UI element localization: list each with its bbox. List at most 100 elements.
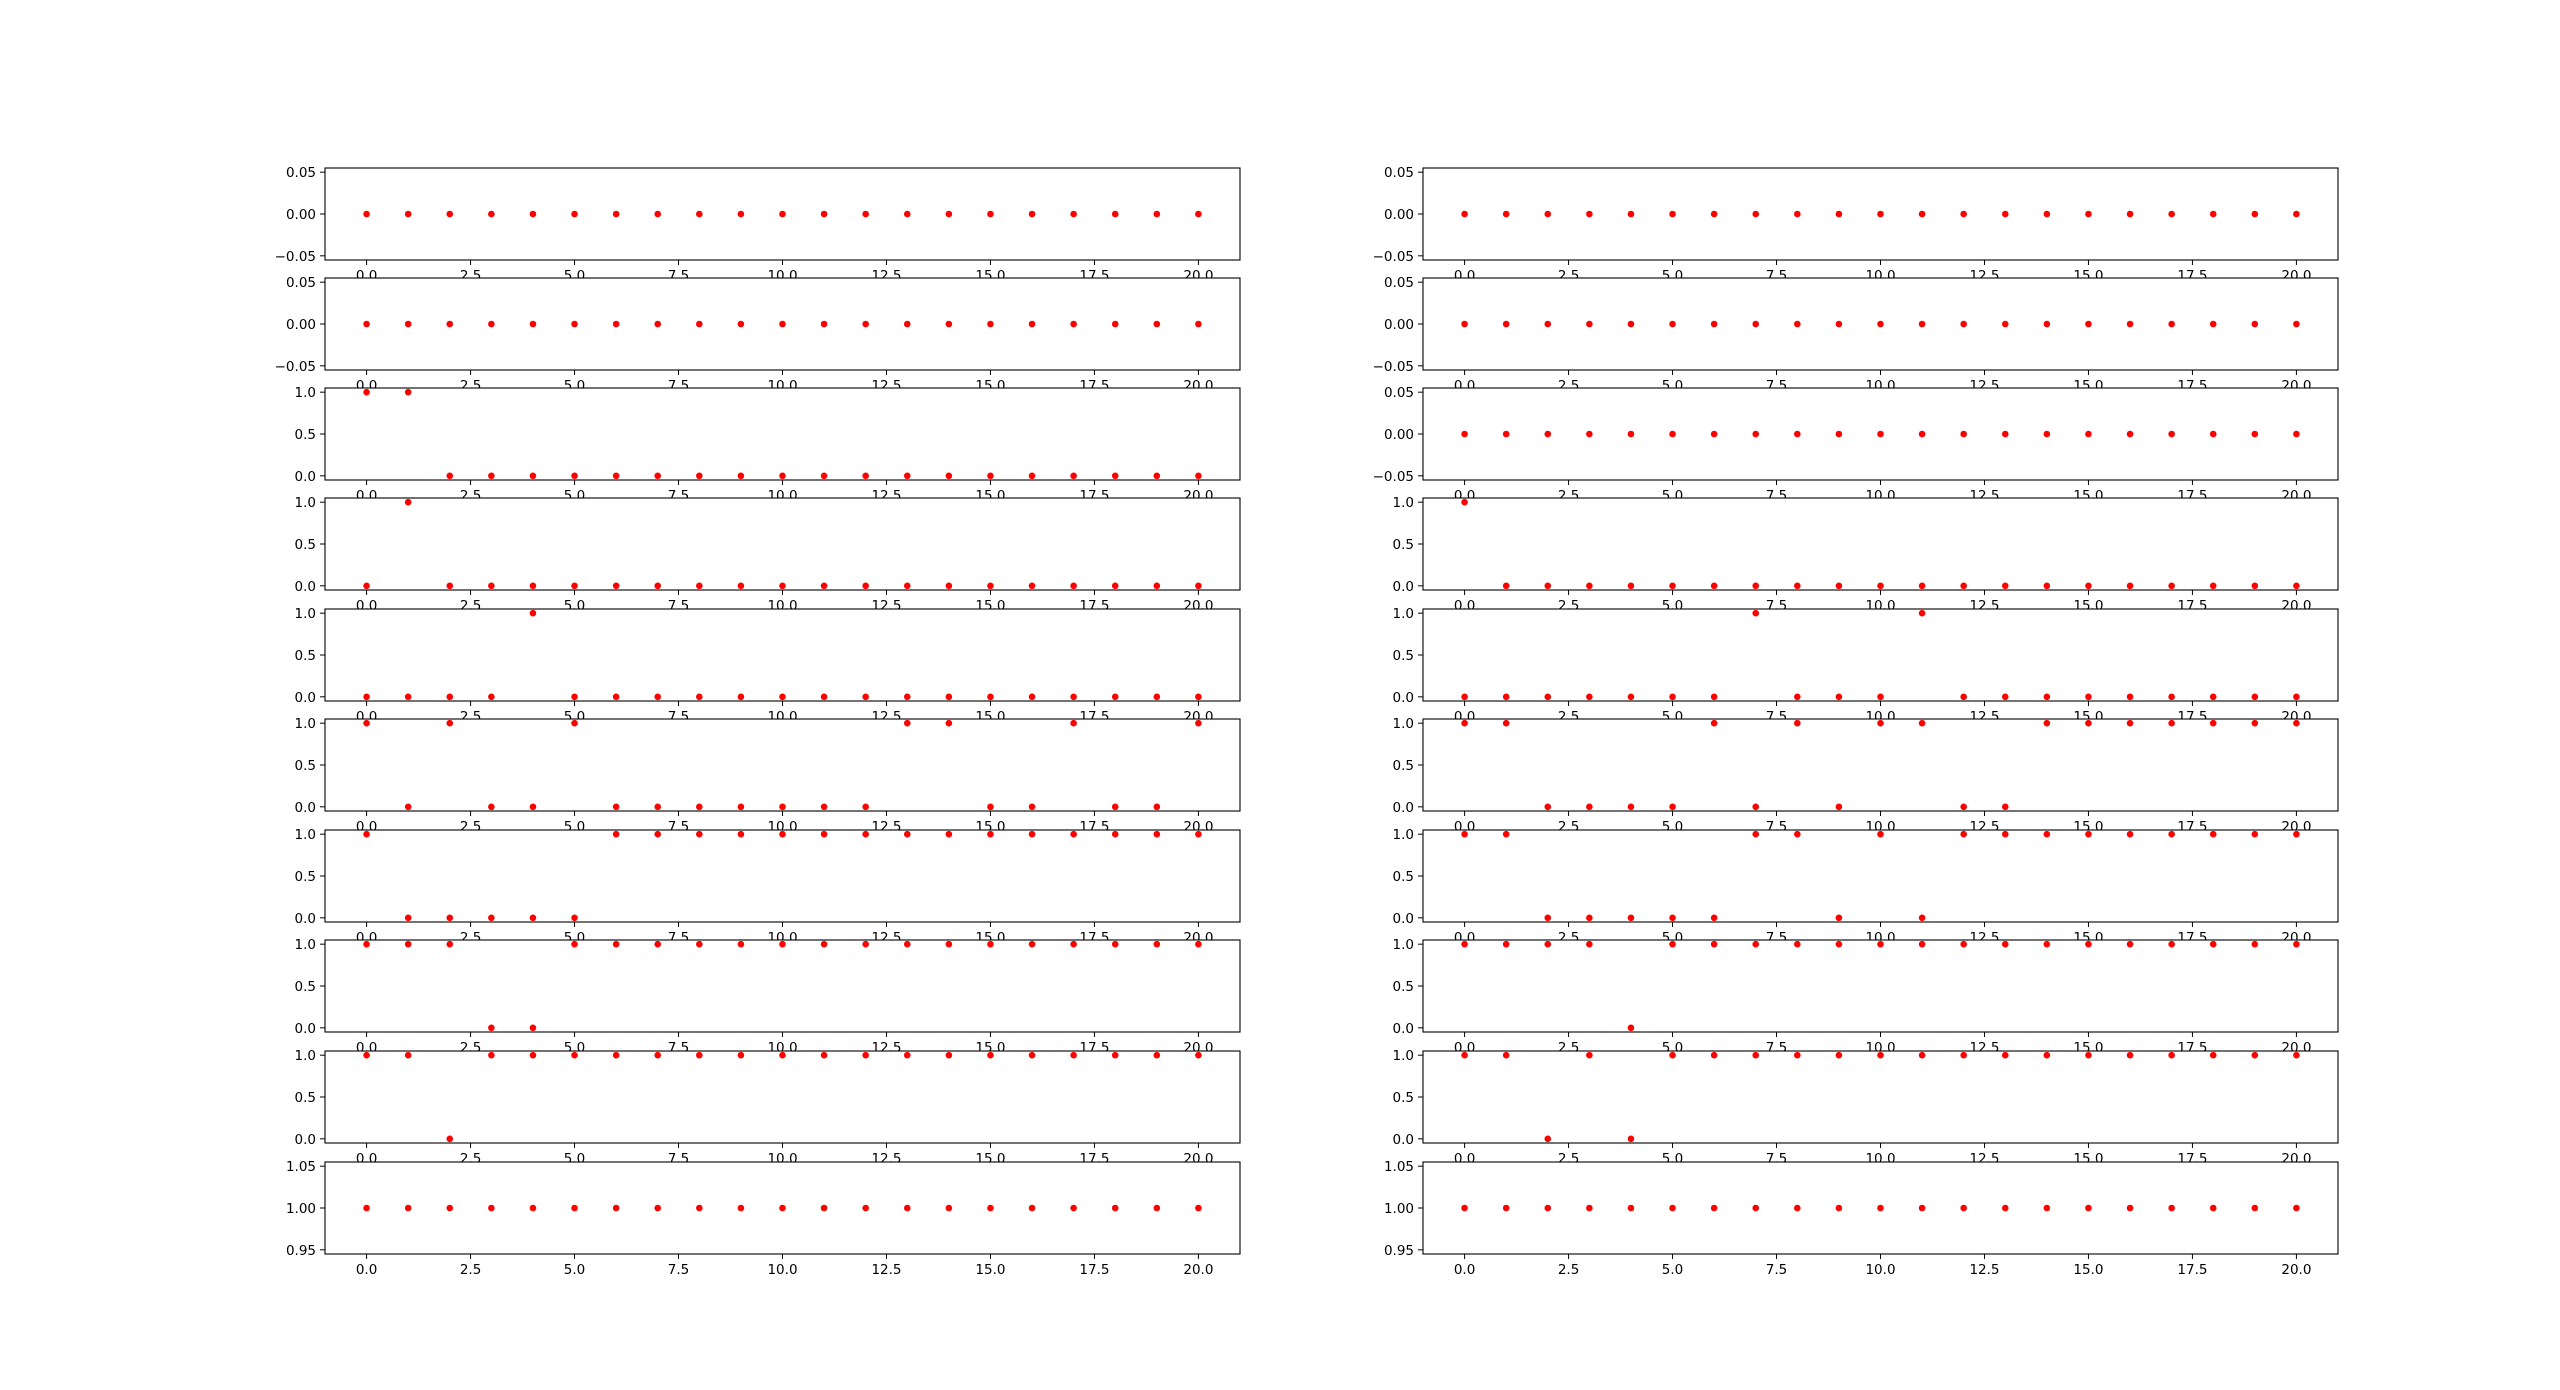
data-point <box>2168 693 2175 701</box>
data-point <box>1544 320 1552 328</box>
data-point <box>1627 1024 1635 1032</box>
y-tick-label: 1.0 <box>1393 606 1414 622</box>
data-point <box>404 803 412 811</box>
data-point <box>1794 430 1801 438</box>
data-point <box>779 693 786 701</box>
data-point <box>404 1204 412 1212</box>
data-point <box>1153 803 1161 811</box>
data-point <box>612 210 620 218</box>
data-point <box>363 582 370 590</box>
y-tick-label: 0.0 <box>1393 800 1414 816</box>
data-point <box>1502 582 1510 590</box>
data-point <box>654 1051 662 1059</box>
data-point <box>1153 582 1161 590</box>
data-point <box>696 940 703 948</box>
subplot-grid: 0.0 2.5 5.0 7.5 10.0 12.5 15.0 17.5 20.0 −0.05 0.0… <box>275 165 2339 1278</box>
data-point <box>1918 1204 1926 1212</box>
x-tick-label: 17.5 <box>2177 1262 2207 1278</box>
data-point <box>2001 830 2009 838</box>
data-point <box>1502 430 1510 438</box>
y-tick-label: 0.0 <box>295 1021 316 1037</box>
y-tick-label: 1.0 <box>1393 495 1414 511</box>
data-point <box>696 320 703 328</box>
data-point <box>2001 210 2009 218</box>
data-point <box>571 719 578 727</box>
subplot-R10: 0.0 2.5 5.0 7.5 10.0 12.5 15.0 17.5 20.0 0.95 1.00… <box>1384 1159 2339 1278</box>
data-point <box>2085 1204 2092 1212</box>
data-point <box>1070 693 1077 701</box>
data-point <box>903 693 911 701</box>
data-point <box>1111 210 1119 218</box>
data-point <box>1153 210 1161 218</box>
data-point <box>1544 1135 1552 1143</box>
data-point <box>696 803 703 811</box>
data-point <box>820 830 828 838</box>
data-point <box>1111 1051 1119 1059</box>
data-point <box>737 830 745 838</box>
data-point <box>696 210 703 218</box>
data-point <box>1918 320 1926 328</box>
data-point <box>1111 1204 1119 1212</box>
y-tick-label: 1.0 <box>1393 716 1414 732</box>
y-tick-label: 0.95 <box>1384 1243 1414 1259</box>
data-point <box>446 1204 454 1212</box>
y-tick-label: 0.05 <box>1384 385 1414 401</box>
data-point <box>945 693 953 701</box>
data-point <box>779 1204 786 1212</box>
data-point <box>529 1024 537 1032</box>
data-point <box>2085 693 2092 701</box>
y-tick-label: −0.05 <box>275 249 316 265</box>
axes-frame <box>1422 1050 2339 1144</box>
data-point <box>987 582 994 590</box>
data-point <box>1070 582 1077 590</box>
y-tick-label: 1.00 <box>286 1201 316 1217</box>
data-point <box>1710 582 1718 590</box>
data-point <box>2209 1204 2217 1212</box>
subplot-L7: 0.0 2.5 5.0 7.5 10.0 12.5 15.0 17.5 20.00.00.51.… <box>295 827 1241 946</box>
data-point <box>820 803 828 811</box>
data-point <box>1877 830 1884 838</box>
data-point <box>779 582 786 590</box>
subplot-R7: 0.0 2.5 5.0 7.5 10.0 12.5 15.0 17.5 20.00.00.51.… <box>1393 827 2339 946</box>
data-point <box>2251 320 2259 328</box>
subplot-L10: 0.0 2.5 5.0 7.5 10.0 12.5 15.0 17.5 20.0 0.95 1.00… <box>286 1159 1241 1278</box>
data-point <box>1835 1051 1843 1059</box>
data-point <box>1877 940 1884 948</box>
data-point <box>363 719 370 727</box>
data-point <box>2293 210 2300 218</box>
axes-frame <box>324 387 1241 481</box>
y-tick-label: 0.0 <box>295 469 316 485</box>
data-point <box>2126 430 2134 438</box>
data-point <box>1586 582 1593 590</box>
data-point <box>2126 1204 2134 1212</box>
data-point <box>2085 582 2092 590</box>
data-point <box>1835 210 1843 218</box>
data-point <box>612 1204 620 1212</box>
data-point <box>529 609 537 617</box>
data-point <box>2001 1051 2009 1059</box>
data-point <box>737 803 745 811</box>
subplot-R3: 0.0 2.5 5.0 7.5 10.0 12.5 15.0 17.5 20.0−0.050.0… <box>1373 385 2339 504</box>
data-point <box>529 472 537 480</box>
data-point <box>903 940 911 948</box>
data-point <box>363 940 370 948</box>
data-point <box>2043 582 2051 590</box>
data-point <box>1918 1051 1926 1059</box>
data-point <box>987 210 994 218</box>
data-point <box>1461 210 1468 218</box>
data-point <box>2001 693 2009 701</box>
data-point <box>1195 1204 1202 1212</box>
subplot-L6: 0.0 2.5 5.0 7.5 10.0 12.5 15.0 17.5 20.00.00.51.… <box>295 716 1241 835</box>
x-tick-label: 15.0 <box>2073 1262 2103 1278</box>
data-point <box>571 210 578 218</box>
x-tick-label: 2.5 <box>1558 1262 1579 1278</box>
data-point <box>2043 940 2051 948</box>
data-point <box>1195 693 1202 701</box>
data-point <box>1710 914 1718 922</box>
y-tick-label: 1.0 <box>1393 827 1414 843</box>
data-point <box>2043 830 2051 838</box>
data-point <box>987 830 994 838</box>
data-point <box>987 803 994 811</box>
data-point <box>2251 830 2259 838</box>
y-tick-label: 0.0 <box>1393 1021 1414 1037</box>
